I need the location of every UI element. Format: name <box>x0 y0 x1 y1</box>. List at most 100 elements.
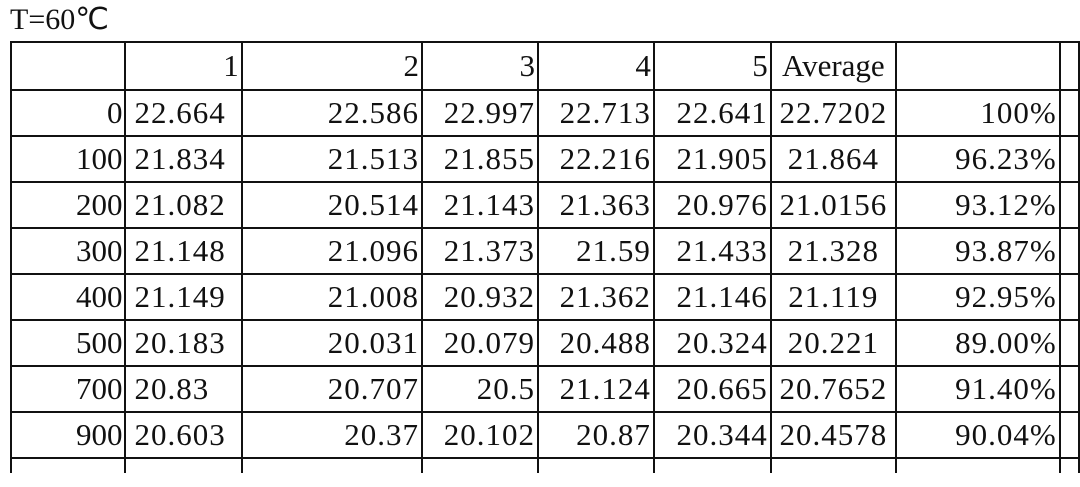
empty-cell <box>769 457 897 473</box>
value-cell-5: 20.344 <box>652 411 772 459</box>
value-cell-2: 20.37 <box>240 411 424 459</box>
value-cell-1: 20.83 <box>124 365 243 413</box>
table-row: 100 21.834 21.513 21.855 22.216 21.905 21.864 9… <box>9 135 1080 183</box>
table-title: T=60℃ <box>10 3 109 36</box>
header-cell <box>9 41 127 91</box>
percent-cell: 91.40% <box>894 365 1061 413</box>
table-row: 700 20.83 20.707 20.5 21.124 20.665 20.7652 91.… <box>9 365 1080 413</box>
percent-cell: 90.04% <box>894 411 1061 459</box>
value-cell-4: 21.124 <box>536 365 655 413</box>
empty-cell <box>1058 457 1080 473</box>
average-cell: 21.119 <box>769 273 897 321</box>
empty-cell <box>9 457 127 473</box>
table-row <box>9 457 1080 473</box>
value-cell-4: 20.87 <box>536 411 655 459</box>
empty-cell <box>1058 319 1080 367</box>
empty-cell <box>1058 135 1080 183</box>
value-cell-1: 20.183 <box>124 319 243 367</box>
average-cell: 20.221 <box>769 319 897 367</box>
empty-cell <box>1058 89 1080 137</box>
table-row: 900 20.603 20.37 20.102 20.87 20.344 20.4578 90… <box>9 411 1080 459</box>
table-row: 400 21.149 21.008 20.932 21.362 21.146 21.119 9… <box>9 273 1080 321</box>
percent-cell: 89.00% <box>894 319 1061 367</box>
value-cell-5: 21.905 <box>652 135 772 183</box>
row-label: 700 <box>9 365 127 413</box>
value-cell-1: 21.082 <box>124 181 243 229</box>
table-row: 0 22.664 22.586 22.997 22.713 22.641 22.7202 10… <box>9 89 1080 137</box>
percent-cell: 93.12% <box>894 181 1061 229</box>
row-label: 0 <box>9 89 127 137</box>
value-cell-1: 21.148 <box>124 227 243 275</box>
value-cell-5: 20.665 <box>652 365 772 413</box>
average-cell: 22.7202 <box>769 89 897 137</box>
value-cell-3: 20.932 <box>421 273 539 321</box>
data-table: 1 2 3 4 5 Average 0 22.664 22.586 22.997 22.… <box>9 41 1080 473</box>
empty-cell <box>894 457 1061 473</box>
value-cell-2: 22.586 <box>240 89 424 137</box>
value-cell-2: 20.031 <box>240 319 424 367</box>
value-cell-2: 21.008 <box>240 273 424 321</box>
percent-cell: 96.23% <box>894 135 1061 183</box>
value-cell-2: 20.514 <box>240 181 424 229</box>
header-cell: 5 <box>652 41 772 91</box>
value-cell-3: 22.997 <box>421 89 539 137</box>
value-cell-5: 21.146 <box>652 273 772 321</box>
average-cell: 20.7652 <box>769 365 897 413</box>
average-cell: 21.328 <box>769 227 897 275</box>
value-cell-3: 20.5 <box>421 365 539 413</box>
value-cell-5: 21.433 <box>652 227 772 275</box>
value-cell-1: 21.149 <box>124 273 243 321</box>
table-row: 300 21.148 21.096 21.373 21.59 21.433 21.328 93… <box>9 227 1080 275</box>
percent-cell: 93.87% <box>894 227 1061 275</box>
header-cell: 4 <box>536 41 655 91</box>
table-row: 500 20.183 20.031 20.079 20.488 20.324 20.221 8… <box>9 319 1080 367</box>
header-cell <box>1058 41 1080 91</box>
value-cell-4: 21.59 <box>536 227 655 275</box>
header-cell <box>894 41 1061 91</box>
value-cell-4: 22.216 <box>536 135 655 183</box>
row-label: 400 <box>9 273 127 321</box>
value-cell-1: 22.664 <box>124 89 243 137</box>
value-cell-5: 20.976 <box>652 181 772 229</box>
value-cell-3: 21.855 <box>421 135 539 183</box>
value-cell-3: 21.373 <box>421 227 539 275</box>
empty-cell <box>536 457 655 473</box>
row-label: 100 <box>9 135 127 183</box>
value-cell-5: 20.324 <box>652 319 772 367</box>
value-cell-4: 20.488 <box>536 319 655 367</box>
empty-cell <box>1058 181 1080 229</box>
value-cell-2: 21.513 <box>240 135 424 183</box>
empty-cell <box>1058 227 1080 275</box>
header-cell: 1 <box>124 41 243 91</box>
header-row: 1 2 3 4 5 Average <box>9 41 1080 91</box>
header-cell: 3 <box>421 41 539 91</box>
value-cell-1: 20.603 <box>124 411 243 459</box>
empty-cell <box>421 457 539 473</box>
percent-cell: 100% <box>894 89 1061 137</box>
average-cell: 20.4578 <box>769 411 897 459</box>
empty-cell <box>1058 411 1080 459</box>
percent-cell: 92.95% <box>894 273 1061 321</box>
header-cell: 2 <box>240 41 424 91</box>
row-label: 500 <box>9 319 127 367</box>
value-cell-2: 20.707 <box>240 365 424 413</box>
value-cell-4: 21.362 <box>536 273 655 321</box>
value-cell-3: 21.143 <box>421 181 539 229</box>
empty-cell <box>1058 273 1080 321</box>
value-cell-4: 21.363 <box>536 181 655 229</box>
row-label: 300 <box>9 227 127 275</box>
empty-cell <box>1058 365 1080 413</box>
value-cell-5: 22.641 <box>652 89 772 137</box>
value-cell-3: 20.079 <box>421 319 539 367</box>
value-cell-1: 21.834 <box>124 135 243 183</box>
empty-cell <box>652 457 772 473</box>
header-cell-average: Average <box>769 41 897 91</box>
value-cell-4: 22.713 <box>536 89 655 137</box>
value-cell-2: 21.096 <box>240 227 424 275</box>
row-label: 900 <box>9 411 127 459</box>
value-cell-3: 20.102 <box>421 411 539 459</box>
empty-cell <box>240 457 424 473</box>
empty-cell <box>124 457 243 473</box>
row-label: 200 <box>9 181 127 229</box>
average-cell: 21.864 <box>769 135 897 183</box>
